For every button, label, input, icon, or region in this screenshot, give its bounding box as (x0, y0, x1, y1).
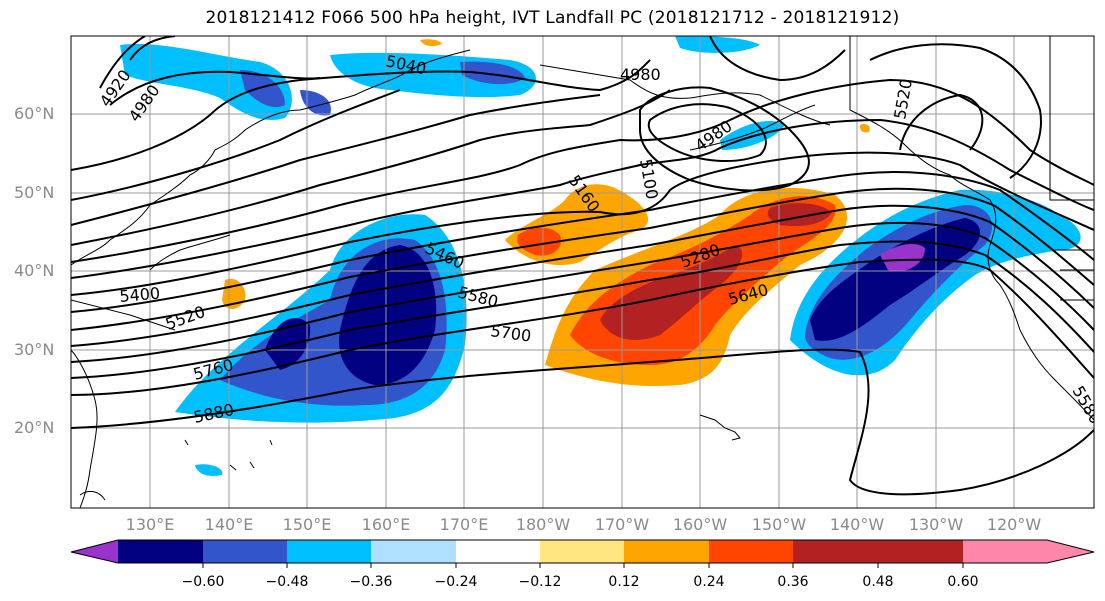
colorbar-tick-label: −0.48 (265, 574, 309, 590)
contour-label: 5580 (1069, 383, 1105, 428)
lat-label: 60°N (14, 104, 55, 123)
height-contours (71, 36, 1094, 496)
lat-label: 20°N (14, 418, 55, 437)
ivt-shading (120, 36, 1081, 476)
lat-label: 40°N (14, 261, 55, 280)
colorbar (70, 539, 1095, 568)
colorbar-tick-label: 0.60 (947, 574, 979, 590)
colorbar-tick-label: 0.48 (862, 574, 894, 590)
contour-label: 4980 (620, 65, 661, 84)
colorbar-tick-label: 0.36 (777, 574, 809, 590)
colorbar-extend-right (963, 540, 1094, 563)
contour-label: 5400 (119, 284, 161, 306)
lat-label: 50°N (14, 183, 55, 202)
lon-label: 140°W (829, 515, 885, 534)
colorbar-segment (624, 540, 709, 563)
lon-label: 170°E (439, 515, 489, 534)
colorbar-segment (793, 540, 878, 563)
lon-label: 130°E (125, 515, 175, 534)
figure-title: 2018121412 F066 500 hPa height, IVT Land… (205, 8, 900, 28)
colorbar-segment (118, 540, 203, 563)
lat-label: 30°N (14, 340, 55, 359)
colorbar-extend-left (71, 540, 118, 563)
colorbar-segment (203, 540, 287, 563)
lon-label: 130°W (908, 515, 964, 534)
colorbar-segment (287, 540, 371, 563)
colorbar-segment (540, 540, 624, 563)
lon-label: 170°W (594, 515, 650, 534)
lon-label: 180°W (515, 515, 571, 534)
lon-label: 140°E (204, 515, 254, 534)
lon-label: 160°W (672, 515, 728, 534)
colorbar-tick-label: −0.24 (434, 574, 478, 590)
map-frame (70, 35, 1095, 509)
lon-label: 160°E (361, 515, 411, 534)
colorbar-segment (456, 540, 540, 563)
coastlines (71, 36, 1094, 508)
colorbar-tick-label: −0.60 (181, 574, 225, 590)
colorbar-segment (371, 540, 456, 563)
contour-label: 5700 (489, 321, 532, 345)
colorbar-segment (878, 540, 963, 563)
lon-label: 120°W (986, 515, 1042, 534)
contour-label: 5100 (636, 157, 662, 200)
lon-label: 150°W (751, 515, 807, 534)
graticule (71, 36, 1094, 508)
contour-label: 4980 (125, 81, 164, 125)
colorbar-tick-label: 0.24 (693, 574, 725, 590)
colorbar-tick-label: 0.12 (608, 574, 640, 590)
colorbar-tick-label: −0.12 (518, 574, 562, 590)
colorbar-segment (709, 540, 793, 563)
map-content: 4920 4980 5040 4980 4980 5100 5160 5280 … (71, 36, 1105, 508)
colorbar-tick-label: −0.36 (349, 574, 393, 590)
lon-label: 150°E (282, 515, 332, 534)
